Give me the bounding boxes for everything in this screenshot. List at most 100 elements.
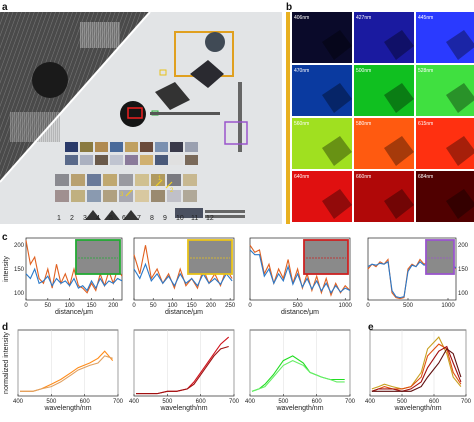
tile-shape [322, 189, 352, 219]
x-tick-label: 0 [24, 303, 28, 309]
x-tick-label: 400 [245, 399, 256, 405]
tile-shape [322, 30, 352, 60]
wavelength-tile: 406nm [292, 12, 352, 63]
chart-number: 8 [150, 215, 154, 222]
panel-label-e: e [368, 322, 374, 333]
x-axis-label: distance/μm [55, 309, 93, 316]
panel-b-side-strip [286, 12, 290, 224]
series-line [249, 249, 351, 294]
x-tick-label: 100 [65, 303, 76, 309]
yellow-arrows [125, 179, 173, 197]
wavelength-label: 640nm [294, 174, 309, 180]
wavelength-label: 528nm [418, 68, 433, 74]
x-tick-label: 1000 [441, 303, 455, 309]
wavelength-tile-bg [354, 12, 414, 63]
panel-label-a: a [2, 2, 8, 13]
chart-number: 9 [163, 215, 167, 222]
arrow-label: 2 [170, 188, 174, 194]
wavelength-label: 560nm [294, 121, 309, 127]
wavelength-tile: 528nm [416, 65, 474, 116]
intensity-plot: 0 500 1000 distance/μm [248, 237, 353, 316]
series-line [371, 336, 462, 390]
wavelength-tile: 660nm [354, 171, 414, 222]
intensity-plot: 0 50 100 150 200 250 distance/μm [132, 237, 236, 316]
wavelength-label: 406nm [294, 15, 309, 21]
series-line [251, 359, 345, 392]
chart-number-row: 1 2 3 4 5 6 7 8 9 10 11 12 [57, 215, 214, 222]
wavelength-label: 615nm [418, 121, 433, 127]
x-tick-label: 400 [13, 399, 24, 405]
chart-number: 3 [83, 215, 87, 222]
x-tick-label: 150 [86, 303, 97, 309]
chart-number: 6 [122, 215, 126, 222]
x-tick-label: 400 [365, 399, 376, 405]
chart-number: 2 [70, 215, 74, 222]
wavelength-label: 684nm [418, 174, 433, 180]
inset-image [303, 239, 349, 275]
chart-number: 12 [206, 215, 214, 222]
x-tick-label: 400 [129, 399, 140, 405]
x-tick-label: 700 [461, 399, 472, 405]
intensity-plot: 0 50 100 150 200 100 150 200 distance/μm intensit… [3, 237, 123, 316]
series-line [133, 245, 233, 290]
chart-number: 10 [176, 215, 184, 222]
y-tick-label: 200 [14, 243, 25, 249]
series-line [371, 343, 462, 392]
highlight-box-red [127, 107, 143, 119]
wavelength-tile-bg [416, 118, 474, 169]
x-tick-label: 50 [150, 303, 157, 309]
x-tick-label: 600 [80, 399, 91, 405]
wavelength-tile: 427nm [354, 12, 414, 63]
wavelength-tile-bg [416, 65, 474, 116]
y-tick-label: 150 [14, 267, 25, 273]
chart-number: 7 [137, 215, 141, 222]
panel-c-intensity-profiles: 0 50 100 150 200100150200distance/μmintensit… [3, 237, 469, 316]
wavelength-tile: 560nm [292, 118, 352, 169]
tile-shape [322, 83, 352, 113]
x-tick-label: 700 [113, 399, 124, 405]
x-axis-label: wavelength/nm [159, 405, 207, 412]
wavelength-label: 445nm [418, 15, 433, 21]
wavelength-tile: 470nm [292, 65, 352, 116]
wavelength-label: 580nm [356, 121, 371, 127]
x-tick-label: 0 [248, 303, 252, 309]
y-tick-label: 150 [458, 267, 469, 273]
dark-disc-large [32, 62, 68, 98]
tile-shape [384, 189, 414, 219]
wavelength-tile-bg [354, 118, 414, 169]
x-tick-label: 0 [366, 303, 370, 309]
x-tick-label: 600 [312, 399, 323, 405]
inset-image [75, 239, 121, 275]
wavelength-tile: 615nm [416, 118, 474, 169]
tile-shape [384, 136, 414, 166]
tile-shape [446, 83, 474, 113]
wavelength-tile-bg [292, 65, 352, 116]
wavelength-label: 427nm [356, 15, 371, 21]
x-tick-label: 600 [429, 399, 440, 405]
series-line [133, 262, 233, 287]
y-tick-label: 200 [458, 243, 469, 249]
arrow-label: 3 [120, 192, 124, 198]
wavelength-tile-bg [354, 171, 414, 222]
y-tick-label: 100 [458, 291, 469, 297]
x-axis-label: distance/μm [165, 309, 203, 316]
x-tick-label: 0 [132, 303, 136, 309]
chart-number: 11 [191, 215, 198, 222]
series-line [25, 267, 123, 292]
chart-number: 4 [96, 215, 100, 222]
wavelength-tile: 580nm [354, 118, 414, 169]
panel-de-spectra: 400 500 600 700 wavelength/nm normalized inte… [3, 329, 472, 412]
x-tick-label: 200 [206, 303, 217, 309]
wavelength-tile-bg [354, 65, 414, 116]
spectrum-plot: 400 500 600 700 wavelength/nm normalized inte… [3, 329, 124, 412]
x-axis-label: distance/μm [281, 309, 319, 316]
panel-label-b: b [286, 2, 293, 13]
wavelength-tile-bg [292, 118, 352, 169]
x-tick-label: 700 [345, 399, 356, 405]
x-tick-label: 500 [46, 399, 57, 405]
tile-shape [384, 83, 414, 113]
wavelength-tile: 500nm [354, 65, 414, 116]
y-tick-label: 100 [14, 291, 25, 297]
x-tick-label: 1000 [339, 303, 353, 309]
